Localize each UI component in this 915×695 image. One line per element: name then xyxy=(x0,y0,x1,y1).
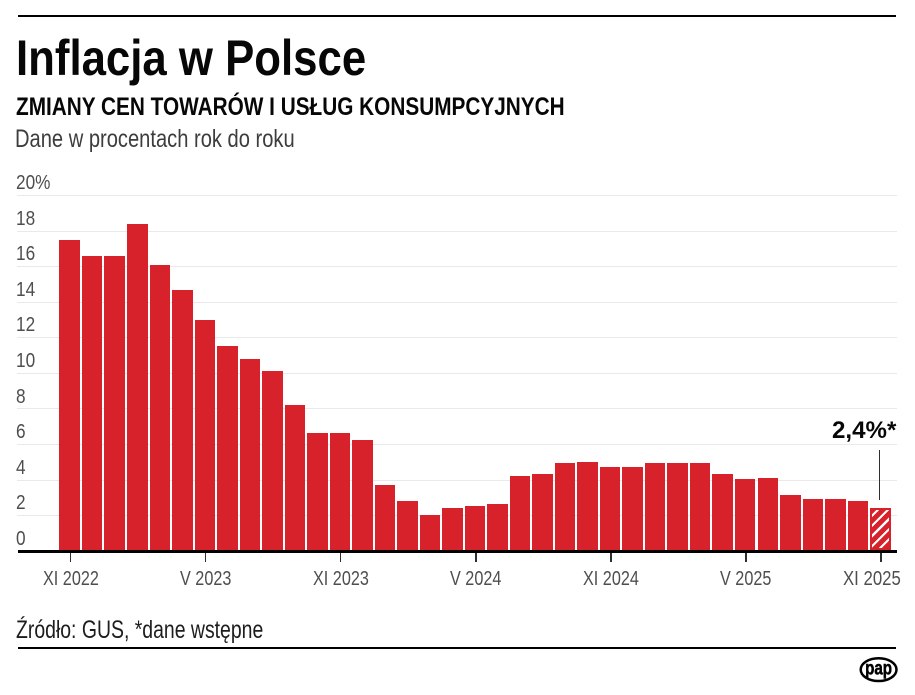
svg-text:pap: pap xyxy=(865,657,892,679)
